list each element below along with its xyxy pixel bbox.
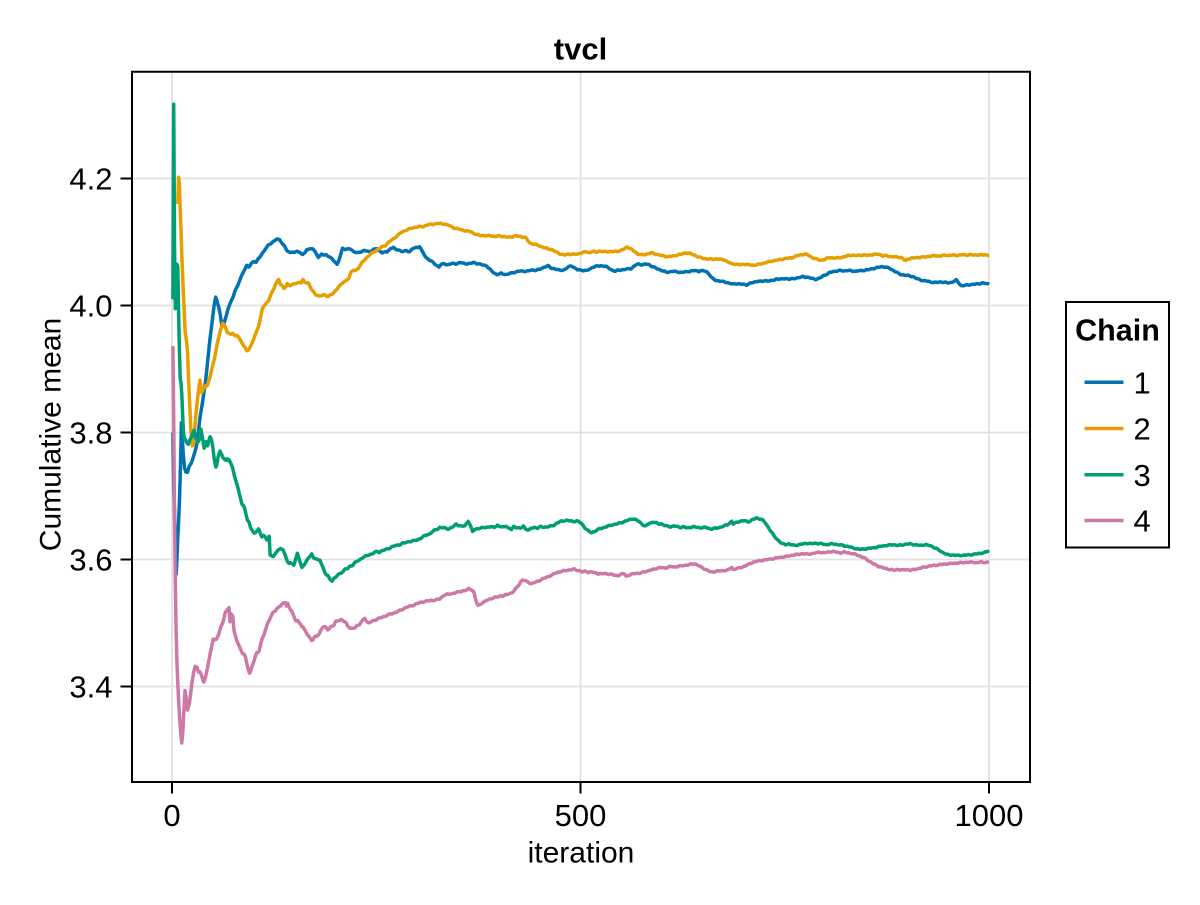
svg-text:3: 3 (1134, 458, 1151, 493)
svg-text:3.4: 3.4 (69, 670, 112, 705)
svg-text:1000: 1000 (955, 798, 1024, 833)
svg-text:4: 4 (1134, 504, 1151, 539)
svg-text:4.0: 4.0 (69, 289, 112, 324)
svg-text:iteration: iteration (528, 837, 635, 870)
svg-text:2: 2 (1134, 412, 1151, 447)
svg-text:Chain: Chain (1075, 314, 1160, 348)
svg-text:3.8: 3.8 (69, 416, 112, 451)
svg-text:tvcl: tvcl (554, 32, 607, 67)
svg-text:1: 1 (1134, 366, 1151, 401)
svg-text:0: 0 (163, 798, 180, 833)
svg-text:4.2: 4.2 (69, 162, 112, 197)
svg-text:500: 500 (555, 798, 607, 833)
svg-text:Cumulative mean: Cumulative mean (35, 318, 68, 551)
svg-text:3.6: 3.6 (69, 543, 112, 578)
